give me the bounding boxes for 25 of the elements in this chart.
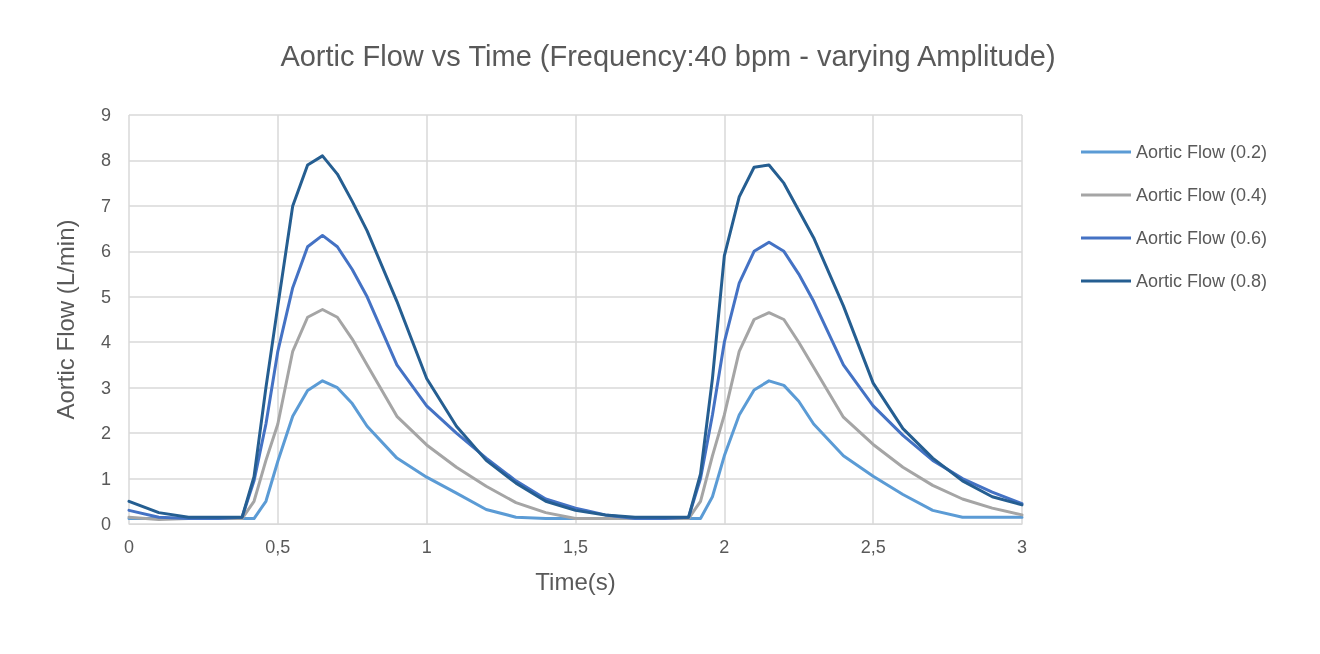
y-tick-label: 5 [100, 286, 111, 307]
x-axis-title: Time(s) [535, 567, 616, 595]
y-tick-label: 9 [100, 105, 111, 125]
legend-label: Aortic Flow (0.6) [1136, 228, 1268, 248]
legend-label: Aortic Flow (0.4) [1136, 185, 1268, 205]
y-tick-label: 8 [100, 150, 111, 171]
legend-label: Aortic Flow (0.8) [1136, 271, 1268, 291]
x-tick-label: 1 [421, 537, 432, 557]
x-tick-label: 0,5 [265, 537, 291, 557]
y-tick-label: 2 [100, 423, 111, 444]
y-tick-label: 1 [100, 468, 111, 489]
x-tick-label: 3 [1016, 537, 1028, 557]
x-tick-label: 2,5 [860, 537, 886, 557]
legend-label: Aortic Flow (0.2) [1136, 142, 1268, 162]
y-tick-label: 3 [100, 377, 111, 398]
line-series [127, 154, 1024, 519]
x-tick-label: 1,5 [562, 537, 589, 557]
y-tick-label: 4 [100, 332, 111, 353]
y-tick-label: 0 [100, 514, 111, 534]
x-tick-label: 0 [123, 537, 135, 557]
y-tick-label: 7 [100, 195, 111, 216]
chart-title: Aortic Flow vs Time (Frequency:40 bpm - varying Amplitude) [280, 39, 1056, 72]
y-axis-title: Aortic Flow (L/min) [51, 219, 79, 420]
y-tick-label: 6 [100, 241, 111, 262]
x-tick-label: 2 [719, 537, 730, 557]
